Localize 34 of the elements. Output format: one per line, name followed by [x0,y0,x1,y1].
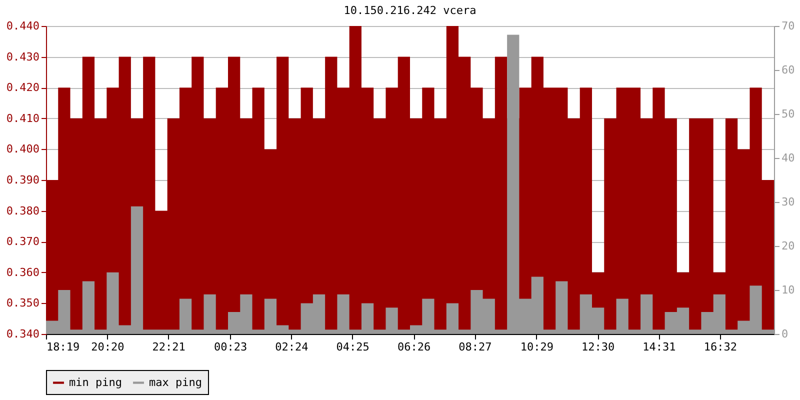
y2-tick-label: 20 [782,240,795,252]
y2-tick-label: 0 [782,328,788,340]
y-tick-label: 0.380 [6,204,40,218]
y-tick-label: 0.360 [6,266,40,279]
x-tick-label: 14:31 [642,340,676,354]
y2-tick-label: 70 [782,20,795,32]
x-tick-label: 22:21 [152,340,186,354]
x-tick-label: 08:27 [458,340,492,354]
legend-label: max ping [149,376,202,389]
x-tick-label: 10:29 [520,340,554,354]
y-tick-label: 0.430 [6,50,40,64]
y-tick-label: 0.390 [6,174,40,186]
y-tick-label: 0.370 [6,235,40,248]
legend-label: min ping [69,376,122,389]
x-tick-label: 06:26 [397,340,431,354]
y2-tick-label: 30 [782,196,795,208]
y-tick-label: 0.400 [6,142,40,156]
y2-tick-label: 40 [782,152,795,164]
chart-title: 10.150.216.242 vcera [344,4,476,17]
y2-tick-label: 60 [782,64,795,76]
x-tick-label: 02:24 [275,340,309,354]
x-tick-label: 20:20 [91,340,124,354]
y-tick-label: 0.350 [6,296,40,310]
y2-tick-label: 10 [782,284,795,296]
x-tick-label: 18:19 [46,340,80,354]
x-tick-label: 12:30 [582,340,615,354]
y-tick-label: 0.420 [6,81,40,94]
y2-tick-label: 50 [782,108,795,120]
x-tick-label: 16:32 [704,340,737,354]
y-tick-label: 0.410 [6,112,40,125]
y-tick-label: 0.440 [6,20,40,32]
x-tick-label: 04:25 [336,340,370,354]
y-tick-label: 0.340 [6,328,40,340]
x-tick-label: 00:23 [214,340,248,354]
